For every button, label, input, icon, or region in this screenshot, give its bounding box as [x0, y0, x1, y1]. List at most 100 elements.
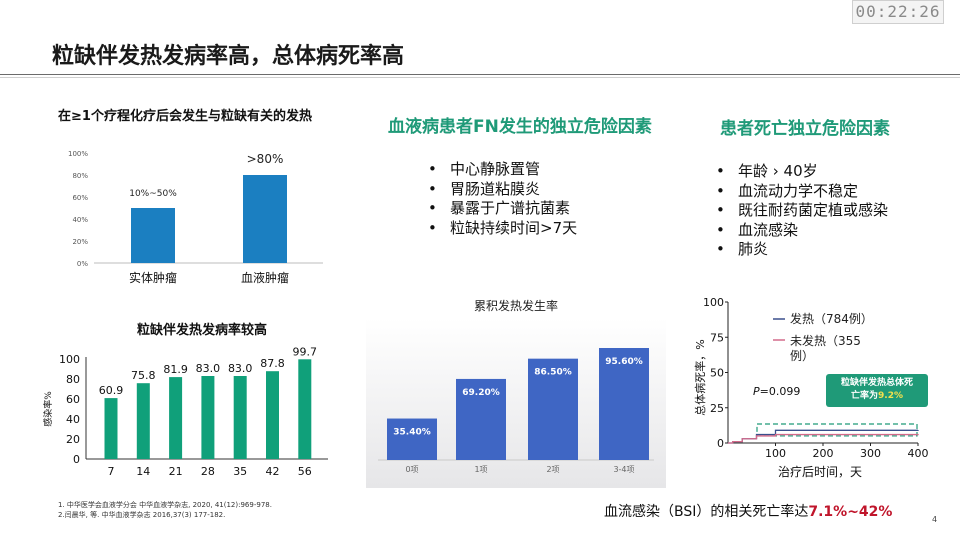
bar: [243, 175, 287, 263]
legend-label-line: 未发热（355: [790, 333, 861, 348]
bar: [169, 377, 183, 459]
list-item: 中心静脉置管: [428, 160, 577, 180]
data-label: 99.7: [293, 345, 318, 358]
bsi-text: 血流感染（BSI）的相关死亡率达: [604, 504, 809, 520]
category-label: 14: [136, 465, 150, 478]
chart4-survival-chart: 0 25 50 75 100 100 200 300 400 治疗后时间，天 总体病死率，% 发热（7…: [693, 296, 929, 479]
category-label: 7: [108, 465, 115, 478]
callout-line2: 亡率为9.2%: [826, 390, 928, 403]
data-label: 87.8: [260, 357, 285, 370]
y-tick-label: 0: [717, 437, 724, 450]
bar: [387, 418, 437, 460]
callout-value: 9.2%: [878, 391, 903, 401]
data-label: >80%: [247, 152, 284, 166]
fn-risk-heading: 血液病患者FN发生的独立危险因素: [388, 117, 652, 137]
chart2-title: 粒缺伴发热发病率较高: [137, 323, 268, 338]
category-label: 35: [233, 465, 247, 478]
bar: [201, 376, 215, 459]
y-tick-label: 60%: [72, 194, 88, 202]
data-label: 83.0: [196, 362, 221, 375]
mortality-callout: 粒缺伴发热总体死 亡率为9.2%: [826, 374, 928, 407]
bar: [233, 376, 247, 459]
list-item: 血流动力学不稳定: [716, 182, 888, 202]
y-tick-label: 40%: [72, 216, 88, 224]
x-tick-label: 400: [908, 447, 929, 460]
bsi-value: 7.1%~42%: [808, 504, 893, 520]
y-tick-label: 80%: [72, 172, 88, 180]
x-tick-label: 100: [765, 447, 786, 460]
title-divider: [0, 74, 960, 75]
y-tick-label: 60: [66, 393, 80, 406]
chart3-title: 累积发热发生率: [474, 298, 558, 313]
list-item: 肺炎: [716, 240, 888, 260]
y-tick-label: 80: [66, 373, 80, 386]
data-label: 10%~50%: [129, 189, 177, 199]
bar: [136, 383, 150, 459]
category-label: 实体肿瘤: [129, 270, 177, 285]
bar: [266, 371, 279, 459]
category-label: 2项: [546, 465, 559, 474]
video-timer: 00:22:26: [852, 0, 944, 24]
references: 1. 中华医学会血液学分会 中华血液学杂志, 2020, 41(12):969-…: [58, 500, 272, 520]
list-item: 胃肠道粘膜炎: [428, 180, 577, 200]
page-title: 粒缺伴发热发病率高，总体病死率高: [52, 44, 405, 69]
p-value-symbol: P: [753, 385, 760, 398]
chart1-bar-chart: 0% 20% 40% 60% 80% 100% 10%~50% 实体肿瘤 >80% 血液肿瘤: [68, 150, 323, 285]
list-item: 年龄 › 40岁: [716, 162, 888, 182]
chart2-bar-chart: 0 20 40 60 80 100 感染率% 60.9 7 75.8 14 81.9 21 83.0 28 8…: [42, 345, 328, 478]
list-item: 既往耐药菌定植或感染: [716, 201, 888, 221]
y-tick-label: 50: [710, 367, 724, 380]
series-line: [728, 433, 919, 444]
reference-item: 1. 中华医学会血液学分会 中华血液学杂志, 2020, 41(12):969-…: [58, 501, 272, 509]
list-item: 血流感染: [716, 221, 888, 241]
fn-risk-list: 中心静脉置管 胃肠道粘膜炎 暴露于广谱抗菌素 粒缺持续时间>7天: [428, 160, 577, 238]
x-tick-label: 200: [813, 447, 834, 460]
category-label: 1项: [474, 465, 487, 474]
data-label: 86.50%: [534, 368, 572, 378]
legend-label: 未发热（355 例）: [790, 333, 861, 363]
x-axis-label: 治疗后时间，天: [778, 465, 862, 479]
data-label: 81.9: [163, 363, 188, 376]
bar: [298, 359, 312, 459]
category-label: 21: [169, 465, 183, 478]
category-label: 0项: [405, 465, 418, 474]
data-label: 83.0: [228, 362, 253, 375]
bar: [104, 398, 118, 459]
y-tick-label: 25: [710, 402, 724, 415]
p-value: P=0.099: [753, 385, 800, 398]
chart3-bar-chart: 累积发热发生率 35.40% 0项 69.20% 1项 86.50% 2项 95.60% 3-…: [366, 298, 666, 488]
data-label: 60.9: [99, 384, 124, 397]
data-label: 69.20%: [462, 388, 500, 398]
title-divider-shadow: [0, 77, 960, 78]
y-tick-label: 40: [66, 413, 80, 426]
data-label: 75.8: [131, 369, 156, 382]
legend-label-line: 例）: [790, 349, 814, 363]
data-label: 95.60%: [605, 357, 643, 367]
y-axis-label: 感染率%: [42, 391, 54, 427]
highlight-box: [756, 423, 918, 437]
bsi-statement: 血流感染（BSI）的相关死亡率达7.1%~42%: [604, 501, 892, 521]
reference-item: 2.闫晨华, 等. 中华血液学杂志 2016,37(3) 177-182.: [58, 511, 226, 519]
y-tick-label: 100: [59, 353, 80, 366]
y-tick-label: 75: [710, 331, 724, 344]
y-tick-label: 0: [73, 453, 80, 466]
category-label: 56: [298, 465, 312, 478]
bar: [131, 208, 175, 263]
page-number: 4: [932, 515, 938, 524]
category-label: 28: [201, 465, 215, 478]
bar: [456, 378, 506, 460]
death-risk-list: 年龄 › 40岁 血流动力学不稳定 既往耐药菌定植或感染 血流感染 肺炎: [716, 162, 888, 260]
death-risk-heading: 患者死亡独立危险因素: [720, 119, 890, 139]
category-label: 血液肿瘤: [241, 270, 289, 285]
legend-label: 发热（784例）: [790, 311, 873, 326]
y-tick-label: 100%: [68, 150, 88, 158]
callout-line1: 粒缺伴发热总体死: [840, 378, 913, 388]
x-tick-label: 300: [860, 447, 881, 460]
category-label: 42: [266, 465, 280, 478]
y-tick-label: 100: [703, 296, 724, 309]
list-item: 暴露于广谱抗菌素: [428, 199, 577, 219]
chart1-subtitle: 在≥1个疗程化疗后会发生与粒缺有关的发热: [58, 109, 312, 124]
callout-line2-text: 亡率为: [851, 391, 879, 401]
y-tick-label: 0%: [77, 260, 88, 268]
list-item: 粒缺持续时间>7天: [428, 219, 577, 239]
